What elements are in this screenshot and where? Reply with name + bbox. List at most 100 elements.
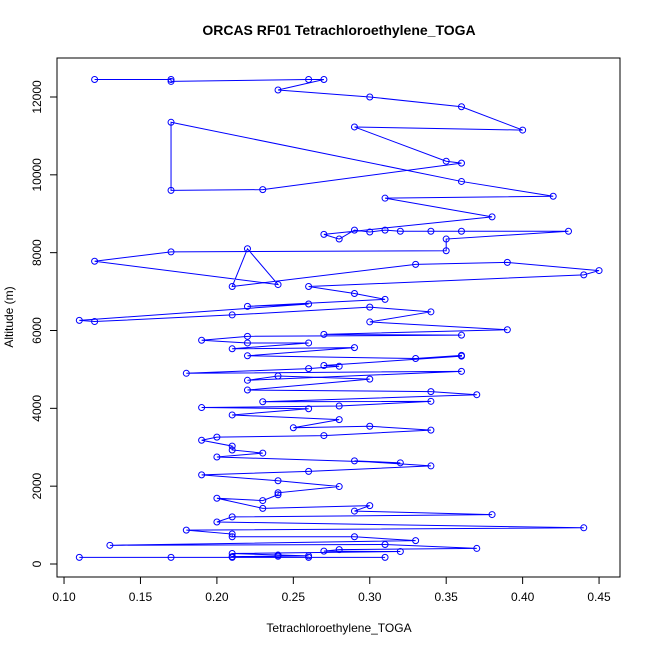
data-point bbox=[580, 271, 588, 279]
data-point bbox=[381, 553, 389, 561]
data-point bbox=[259, 398, 267, 406]
data-point bbox=[412, 537, 420, 545]
y-tick-label: 10000 bbox=[30, 158, 44, 192]
data-point bbox=[457, 331, 465, 339]
data-point bbox=[167, 118, 175, 126]
data-point bbox=[396, 459, 404, 467]
data-point bbox=[274, 489, 282, 497]
data-point bbox=[213, 494, 221, 502]
data-point bbox=[580, 524, 588, 532]
data-point bbox=[412, 260, 420, 268]
data-point bbox=[75, 553, 83, 561]
data-point bbox=[457, 367, 465, 375]
data-point bbox=[366, 93, 374, 101]
chart-title: ORCAS RF01 Tetrachloroethylene_TOGA bbox=[202, 22, 475, 38]
data-point bbox=[228, 549, 236, 557]
data-point bbox=[228, 513, 236, 521]
x-tick-label: 0.10 bbox=[52, 590, 76, 604]
data-point bbox=[427, 388, 435, 396]
data-point bbox=[167, 77, 175, 85]
data-point bbox=[350, 290, 358, 298]
data-point bbox=[335, 416, 343, 424]
data-point bbox=[427, 426, 435, 434]
data-point bbox=[488, 511, 496, 519]
data-point bbox=[228, 442, 236, 450]
data-point bbox=[442, 157, 450, 165]
data-point bbox=[198, 404, 206, 412]
data-point bbox=[350, 123, 358, 131]
data-point bbox=[213, 433, 221, 441]
data-point bbox=[228, 283, 236, 291]
data-point bbox=[549, 192, 557, 200]
data-point bbox=[305, 467, 313, 475]
data-point bbox=[259, 449, 267, 457]
x-axis-label: Tetrachloroethylene_TOGA bbox=[266, 621, 411, 635]
data-point bbox=[289, 424, 297, 432]
data-point bbox=[305, 405, 313, 413]
x-tick-label: 0.40 bbox=[511, 590, 535, 604]
data-point bbox=[167, 553, 175, 561]
data-point bbox=[473, 391, 481, 399]
data-point bbox=[366, 318, 374, 326]
x-tick-label: 0.25 bbox=[282, 590, 306, 604]
data-point bbox=[198, 436, 206, 444]
data-point bbox=[228, 345, 236, 353]
data-point bbox=[320, 230, 328, 238]
data-point bbox=[350, 457, 358, 465]
data-point bbox=[106, 541, 114, 549]
data-point bbox=[366, 422, 374, 430]
data-point bbox=[457, 103, 465, 111]
y-tick-label: 6000 bbox=[30, 317, 44, 344]
data-point bbox=[91, 318, 99, 326]
data-point bbox=[198, 471, 206, 479]
data-point bbox=[427, 308, 435, 316]
data-point bbox=[412, 355, 420, 363]
data-point bbox=[228, 311, 236, 319]
data-point bbox=[335, 483, 343, 491]
data-point bbox=[335, 362, 343, 370]
data-line bbox=[79, 78, 600, 558]
data-point bbox=[243, 332, 251, 340]
data-point bbox=[320, 330, 328, 338]
data-point bbox=[488, 213, 496, 221]
data-point bbox=[457, 352, 465, 360]
data-point bbox=[427, 462, 435, 470]
y-tick-label: 2000 bbox=[30, 472, 44, 499]
y-tick-label: 8000 bbox=[30, 239, 44, 266]
data-point bbox=[274, 86, 282, 94]
data-point bbox=[274, 491, 282, 499]
data-point bbox=[305, 283, 313, 291]
data-point bbox=[473, 544, 481, 552]
data-point bbox=[167, 75, 175, 83]
data-point bbox=[503, 326, 511, 334]
data-point bbox=[243, 386, 251, 394]
y-axis-label: Altitude (m) bbox=[2, 286, 16, 347]
data-point bbox=[243, 245, 251, 253]
data-point bbox=[182, 526, 190, 534]
data-point bbox=[457, 159, 465, 167]
data-point bbox=[457, 177, 465, 185]
data-point bbox=[335, 235, 343, 243]
data-point bbox=[305, 300, 313, 308]
data-point bbox=[228, 446, 236, 454]
data-point bbox=[320, 362, 328, 370]
data-point bbox=[213, 453, 221, 461]
data-point bbox=[243, 376, 251, 384]
x-tick-label: 0.35 bbox=[435, 590, 459, 604]
data-point bbox=[259, 186, 267, 194]
y-tick-label: 12000 bbox=[30, 80, 44, 114]
data-point bbox=[274, 372, 282, 380]
data-point bbox=[167, 186, 175, 194]
data-point bbox=[442, 235, 450, 243]
data-point bbox=[305, 553, 313, 561]
data-point bbox=[564, 227, 572, 235]
data-point bbox=[381, 541, 389, 549]
data-point bbox=[335, 402, 343, 410]
data-point bbox=[366, 228, 374, 236]
y-tick-label: 4000 bbox=[30, 395, 44, 422]
data-point bbox=[274, 477, 282, 485]
data-point bbox=[335, 546, 343, 554]
data-point bbox=[457, 227, 465, 235]
data-point bbox=[350, 226, 358, 234]
